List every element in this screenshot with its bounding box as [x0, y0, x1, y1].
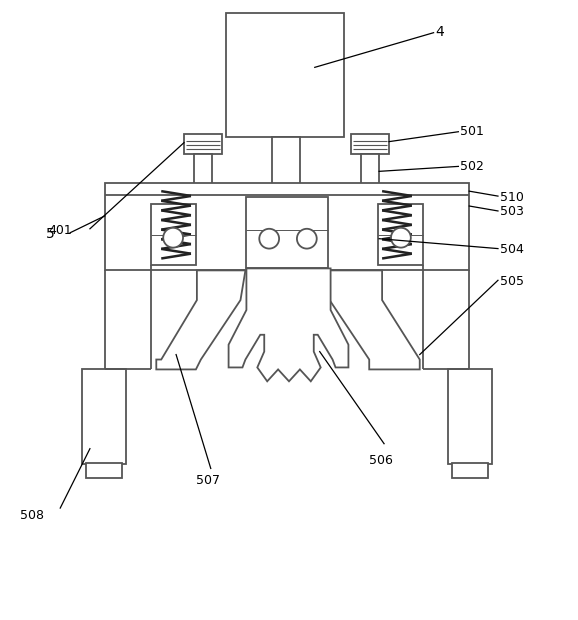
- Bar: [184, 134, 221, 154]
- Polygon shape: [329, 270, 420, 370]
- Bar: [361, 154, 379, 186]
- Polygon shape: [156, 270, 246, 370]
- Bar: [272, 136, 300, 236]
- Polygon shape: [228, 268, 349, 381]
- Text: 508: 508: [20, 508, 45, 521]
- Text: 4: 4: [436, 25, 444, 38]
- Bar: [378, 204, 423, 265]
- Text: 506: 506: [369, 454, 393, 467]
- Bar: [453, 463, 488, 479]
- Text: 503: 503: [500, 205, 524, 218]
- Bar: [351, 134, 389, 154]
- Bar: [105, 184, 469, 270]
- Bar: [151, 204, 196, 265]
- Bar: [86, 463, 121, 479]
- Circle shape: [391, 228, 411, 247]
- Text: 501: 501: [460, 125, 484, 138]
- Bar: [449, 370, 492, 464]
- Text: 507: 507: [196, 474, 220, 487]
- Text: 502: 502: [460, 160, 484, 173]
- Circle shape: [260, 229, 279, 249]
- Text: 401: 401: [49, 224, 72, 237]
- Text: 504: 504: [500, 243, 524, 256]
- Bar: [82, 370, 125, 464]
- Bar: [194, 154, 212, 186]
- Text: 5: 5: [46, 227, 54, 241]
- Circle shape: [163, 228, 183, 247]
- Circle shape: [297, 229, 317, 249]
- Text: 510: 510: [500, 190, 524, 203]
- Text: 505: 505: [500, 275, 524, 288]
- Bar: [225, 13, 344, 136]
- Bar: [246, 197, 328, 268]
